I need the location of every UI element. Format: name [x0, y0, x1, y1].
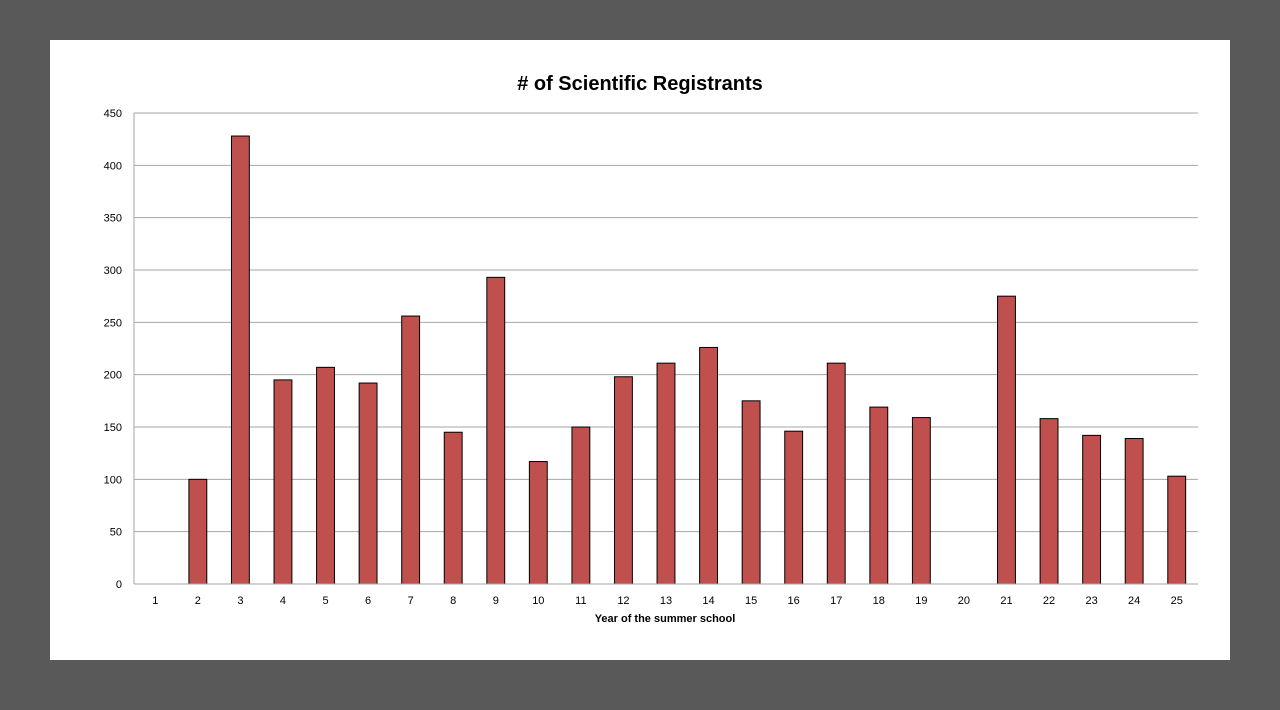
bar-10 [528, 461, 548, 585]
x-axis-tick-labels: 1 2 3 4 5 6 7 8 9 10 11 12 13 14 15 16 17 18 19 20 21 22 23 24 2… [152, 595, 1183, 607]
x-tick-label: 2 [195, 595, 201, 607]
bar-24 [1124, 438, 1144, 585]
x-tick-label: 21 [1000, 595, 1012, 607]
y-axis-tick-labels: 0 50 100 150 200 250 300 350 400 450 [104, 108, 122, 591]
bar-22 [1039, 418, 1059, 585]
x-tick-label: 22 [1043, 595, 1055, 607]
bar-7 [401, 315, 421, 585]
chart-title: # of Scientific Registrants [517, 73, 763, 95]
bar-16 [784, 430, 804, 585]
y-tick-label: 150 [104, 422, 122, 434]
x-tick-label: 3 [237, 595, 243, 607]
bar-19 [911, 417, 931, 585]
x-tick-label: 7 [408, 595, 414, 607]
bar-14 [699, 346, 718, 585]
y-tick-label: 250 [104, 317, 122, 329]
bar-11 [571, 426, 591, 585]
x-tick-label: 20 [958, 595, 970, 607]
bar-13 [656, 362, 676, 585]
x-tick-label: 19 [915, 595, 927, 607]
x-tick-label: 18 [873, 595, 885, 607]
x-axis-title: Year of the summer school [595, 613, 736, 625]
bar-9 [486, 276, 506, 585]
bar-6 [358, 382, 378, 585]
x-tick-label: 13 [660, 595, 672, 607]
bar-18 [869, 406, 889, 585]
x-tick-label: 25 [1171, 595, 1183, 607]
x-tick-label: 1 [152, 595, 158, 607]
gridlines [133, 112, 1198, 584]
x-tick-label: 9 [493, 595, 499, 607]
y-tick-label: 450 [104, 108, 122, 120]
bar-12 [614, 376, 633, 585]
bar-25 [1167, 475, 1187, 585]
x-tick-label: 6 [365, 595, 371, 607]
x-tick-label: 10 [532, 595, 544, 607]
y-tick-label: 50 [110, 527, 122, 539]
bar-23 [1082, 434, 1102, 585]
bar-chart: # of Scientific Registrants 050100150200… [104, 73, 1198, 625]
y-tick-label: 0 [116, 579, 122, 591]
x-tick-label: 15 [745, 595, 757, 607]
bar-17 [826, 362, 846, 585]
chart-panel: # of Scientific Registrants 0 50 100 150 200… [50, 40, 1230, 660]
x-tick-label: 4 [280, 595, 286, 607]
bar-3 [230, 135, 250, 585]
x-tick-label: 24 [1128, 595, 1140, 607]
x-tick-label: 12 [617, 595, 629, 607]
bars [188, 135, 1187, 585]
y-tick-label: 300 [104, 265, 122, 277]
y-tick-label: 400 [104, 160, 122, 172]
y-tick-label: 350 [104, 213, 122, 225]
x-tick-label: 8 [450, 595, 456, 607]
bar-4 [273, 379, 293, 585]
y-tick-label: 100 [104, 474, 122, 486]
bar-15 [741, 400, 761, 585]
bar-21 [997, 295, 1016, 585]
y-tick-label: 200 [104, 370, 122, 382]
x-tick-label: 5 [322, 595, 328, 607]
bar-5 [316, 366, 335, 585]
x-tick-label: 17 [830, 595, 842, 607]
x-tick-label: 14 [702, 595, 714, 607]
x-tick-label: 23 [1085, 595, 1097, 607]
x-tick-label: 16 [788, 595, 800, 607]
bar-2 [188, 478, 208, 585]
bar-8 [443, 431, 463, 585]
x-tick-label: 11 [575, 595, 586, 607]
